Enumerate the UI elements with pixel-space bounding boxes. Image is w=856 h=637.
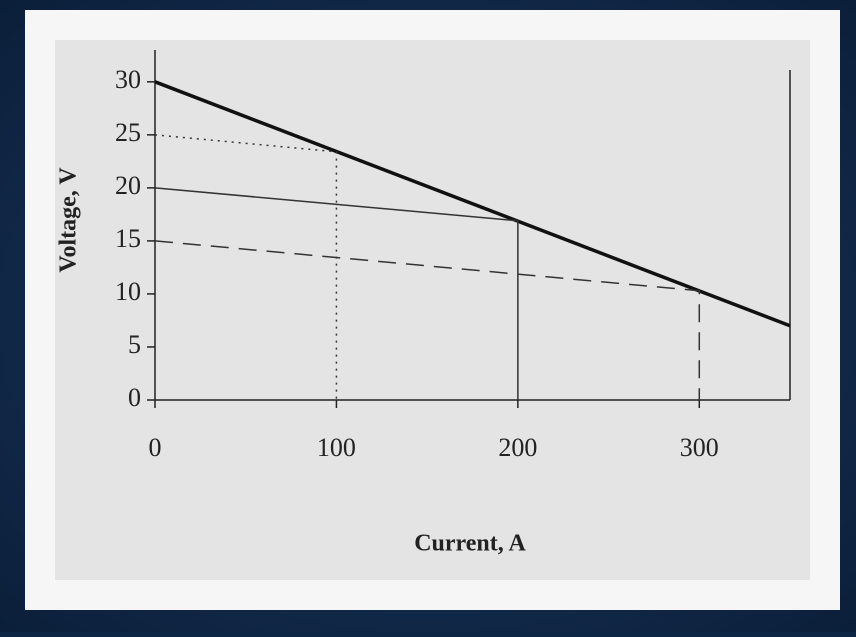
y-tick-label: 20: [115, 171, 141, 200]
page: Voltage, V Current, A 051015202530010020…: [0, 0, 856, 632]
y-axis-title: Voltage, V: [56, 167, 82, 273]
chart: Voltage, V Current, A 051015202530010020…: [0, 0, 856, 632]
x-tick-label: 100: [317, 433, 356, 462]
y-tick-label: 5: [128, 330, 141, 359]
x-tick-label: 0: [149, 433, 162, 462]
x-tick-label: 200: [498, 433, 537, 462]
x-axis-title: Current, A: [414, 531, 526, 557]
x-tick-label: 300: [680, 433, 719, 462]
y-tick-label: 0: [128, 383, 141, 412]
y-tick-label: 25: [115, 118, 141, 147]
plot-background: [55, 40, 810, 580]
y-tick-label: 15: [115, 224, 141, 253]
y-tick-label: 10: [115, 277, 141, 306]
y-tick-label: 30: [115, 65, 141, 94]
